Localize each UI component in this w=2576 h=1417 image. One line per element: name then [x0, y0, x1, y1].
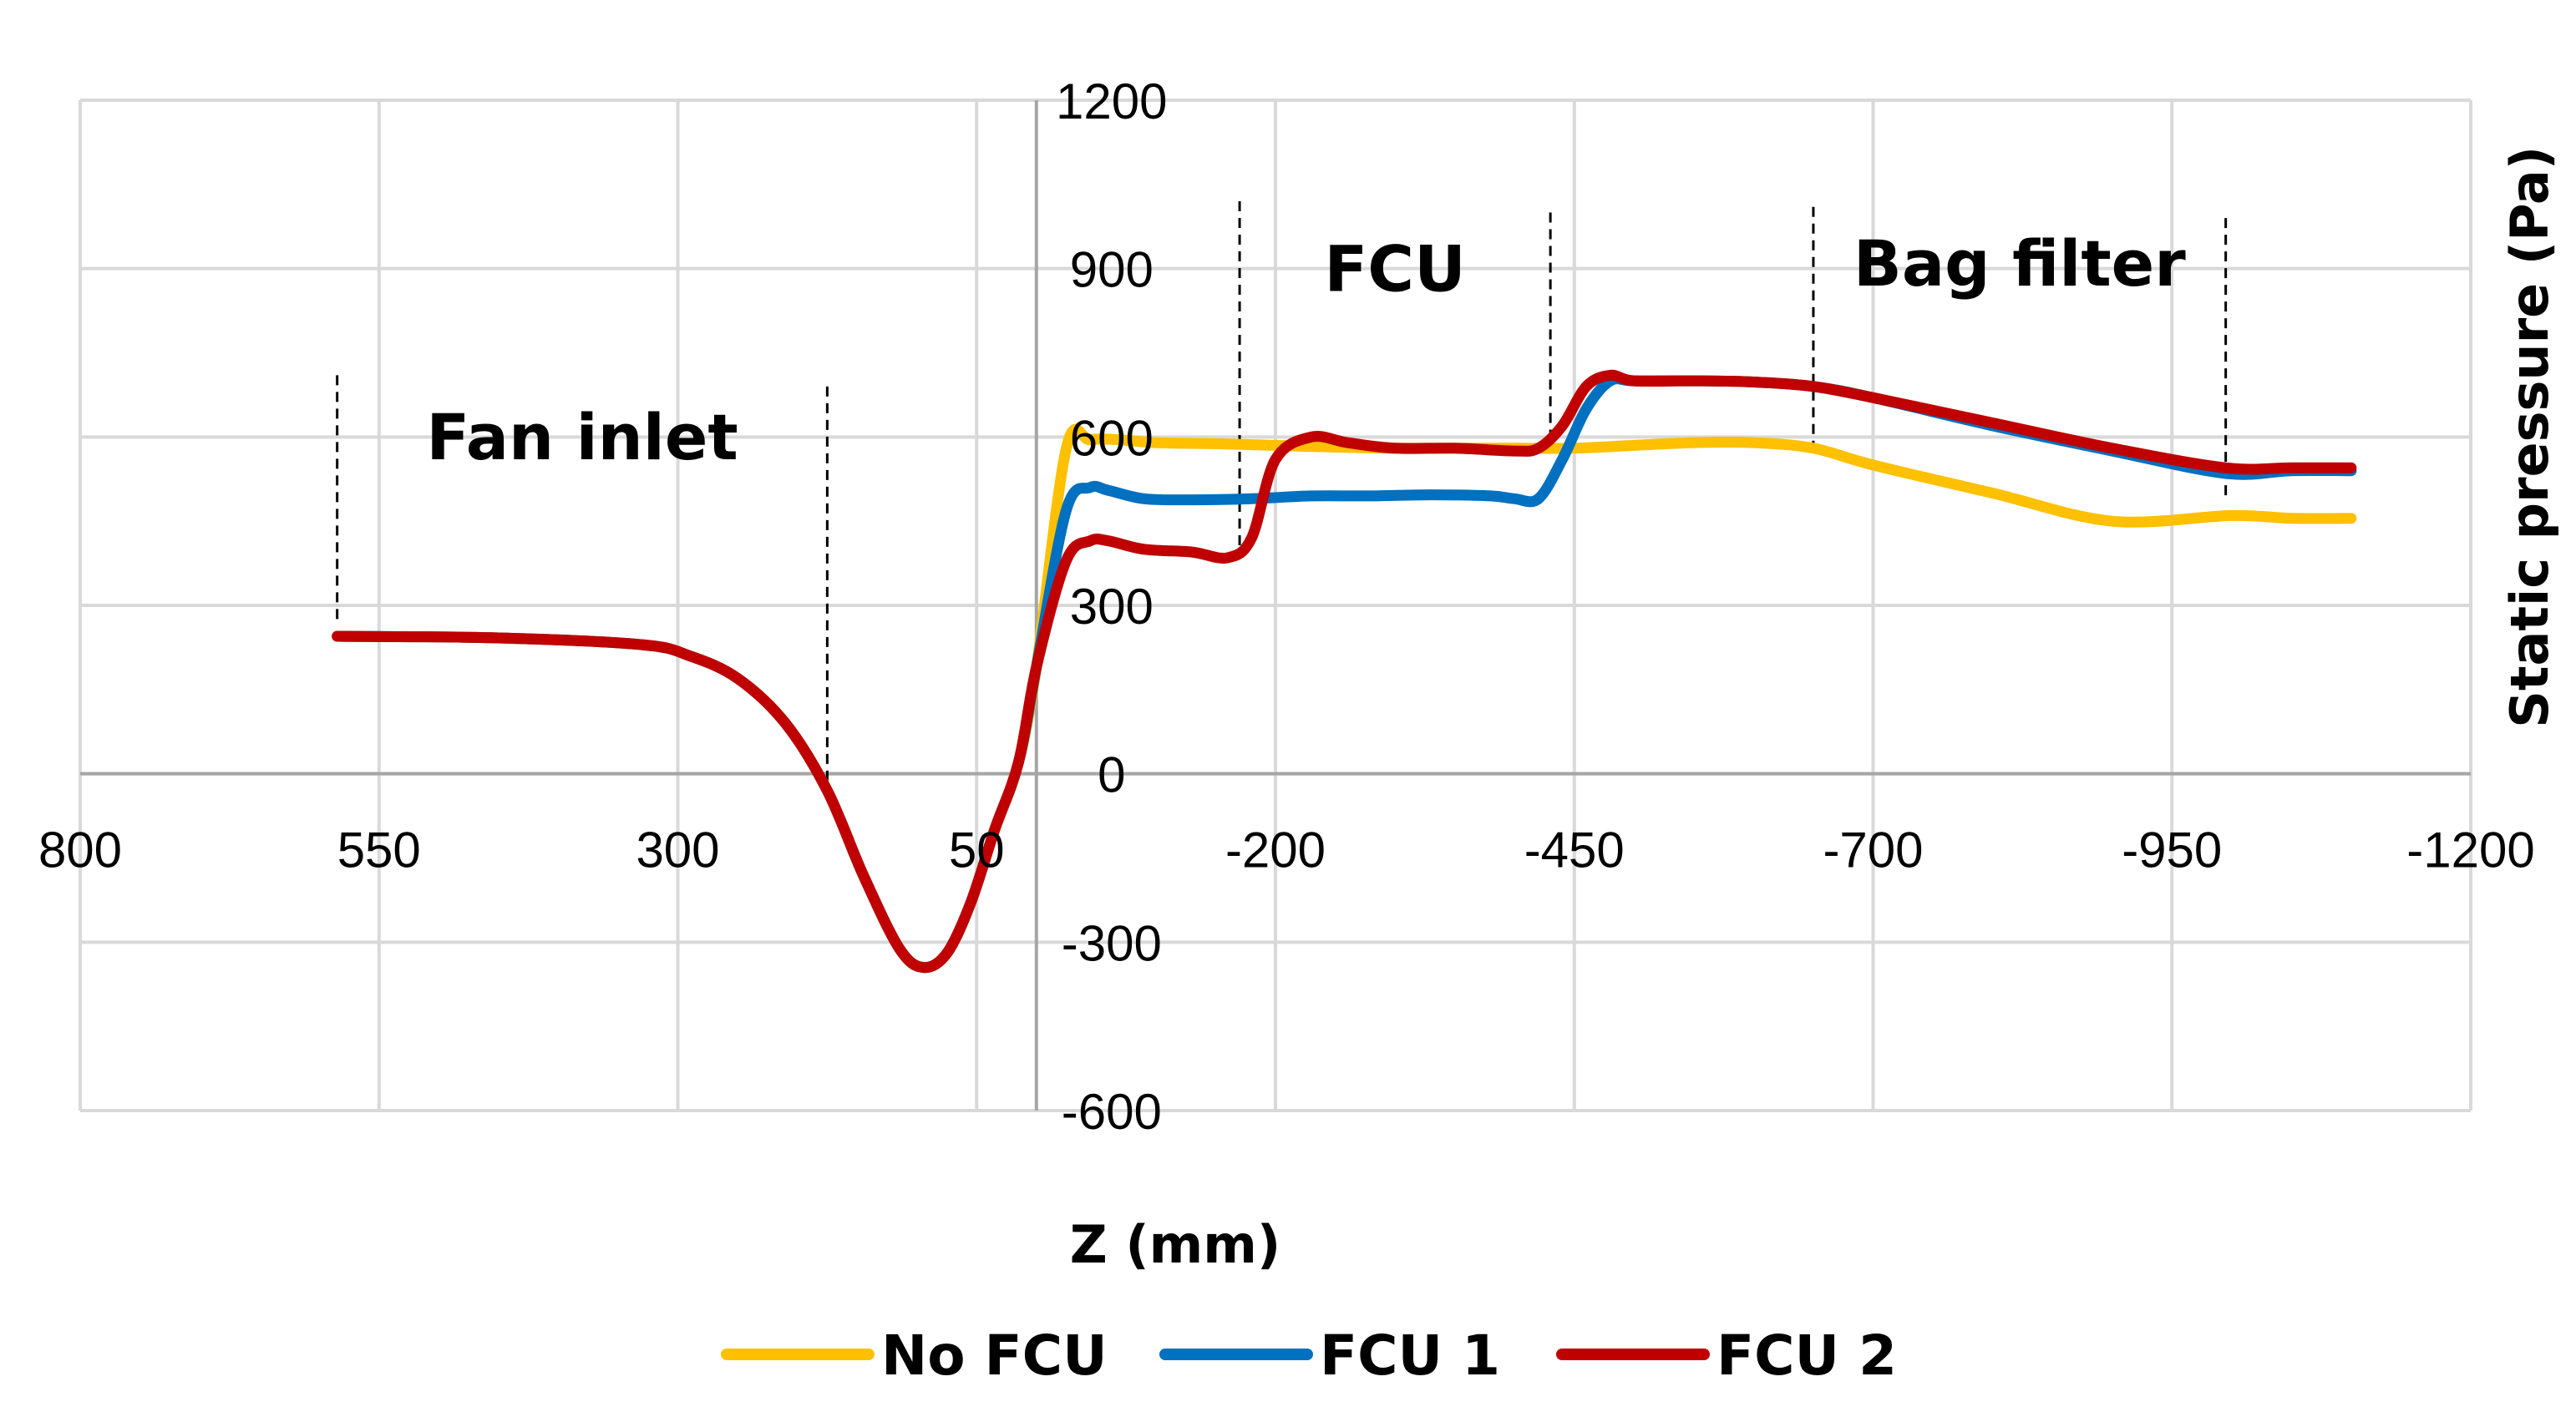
y-axis-title: Static pressure (Pa)	[2499, 146, 2560, 728]
legend-label-fcu-2: FCU 2	[1716, 1323, 1897, 1388]
x-tick-label: -700	[1823, 822, 1923, 878]
y-tick-label: 300	[1070, 579, 1154, 635]
region-label-fan-inlet: Fan inlet	[426, 400, 738, 474]
legend: No FCU FCU 1 FCU 2	[721, 1323, 1897, 1388]
y-tick-label: 600	[1070, 410, 1154, 466]
x-tick-label: -450	[1524, 822, 1625, 878]
y-tick-label: -300	[1062, 915, 1162, 971]
series-line-no-fcu	[332, 423, 2357, 974]
legend-label-no-fcu: No FCU	[881, 1323, 1108, 1388]
legend-label-fcu-1: FCU 1	[1320, 1323, 1500, 1388]
y-tick-label: 1200	[1056, 73, 1167, 129]
y-tick-label: 900	[1070, 242, 1154, 298]
x-tick-label: 800	[38, 822, 122, 878]
x-tick-label: -950	[2122, 822, 2222, 878]
y-tick-label: -600	[1062, 1084, 1162, 1140]
region-label-fcu: FCU	[1324, 232, 1465, 306]
y-tick-label: 0	[1098, 747, 1125, 803]
x-tick-label: 300	[636, 822, 719, 878]
region-boundaries	[336, 201, 2228, 791]
region-label-bag-filter: Bag filter	[1853, 226, 2186, 301]
x-tick-label: -200	[1225, 822, 1326, 878]
x-tick-label: 550	[337, 822, 421, 878]
tick-labels: 800 550 300 50 -200 -450 -700 -950 -1200 -600 -300…	[38, 73, 2535, 1140]
series-line-fcu-2	[332, 369, 2357, 974]
axes	[80, 100, 2471, 1111]
x-tick-label: -1200	[2406, 822, 2534, 878]
x-tick-label: 50	[949, 822, 1005, 878]
plot-series	[332, 369, 2357, 974]
x-axis-title: Z (mm)	[1070, 1214, 1280, 1275]
region-labels: Fan inlet FCU Bag filter	[426, 226, 2186, 474]
